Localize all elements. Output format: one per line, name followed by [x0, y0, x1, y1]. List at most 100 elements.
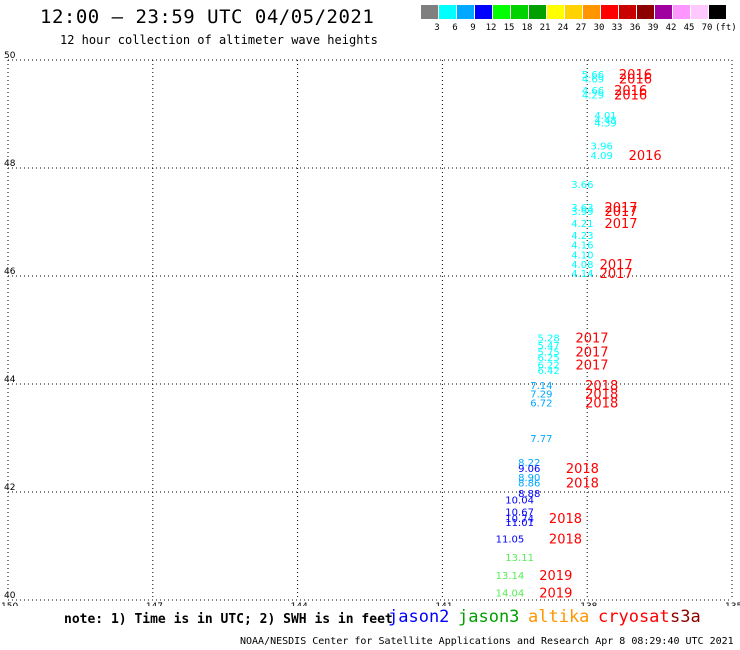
- y-tick-label: 50: [4, 51, 16, 61]
- satellite-legend-s3a: s3a: [670, 607, 701, 627]
- swh-value-label: 3.63: [571, 203, 593, 214]
- page-title: 12:00 – 23:59 UTC 04/05/2021: [40, 6, 375, 28]
- swh-value-label: 10.04: [505, 496, 534, 507]
- swh-value-label: 4.08: [571, 260, 593, 271]
- scale-tick-label: 15: [503, 23, 515, 33]
- year-label: 2017: [600, 258, 633, 273]
- swh-value-label: 4.66: [582, 86, 604, 97]
- swh-value-label: 4.21: [571, 219, 593, 230]
- satellite-legend-jason3: jason3: [458, 607, 520, 627]
- swh-value-label: 9.06: [518, 464, 540, 475]
- year-label: 2017: [575, 359, 608, 374]
- scale-swatch: [457, 5, 474, 19]
- y-tick-label: 42: [4, 483, 15, 493]
- swh-value-label: 4.14: [571, 269, 593, 280]
- year-label: 2019: [539, 569, 572, 584]
- year-label: 2017: [604, 201, 637, 216]
- scale-swatch: [493, 5, 510, 19]
- scale-swatch: [673, 5, 690, 19]
- scale-swatch: [583, 5, 600, 19]
- scale-tick-label: 6: [452, 23, 458, 33]
- swh-value-label: 4.09: [591, 151, 613, 162]
- swh-value-label: 5.66: [582, 70, 604, 81]
- map-grid: [7, 59, 733, 601]
- y-tick-label: 46: [4, 267, 16, 277]
- scale-tick-label: 45: [683, 23, 695, 33]
- scale-swatch: [421, 5, 438, 19]
- scale-swatch: [691, 5, 708, 19]
- swh-value-label: 7.29: [530, 390, 552, 401]
- swh-value-label: 4.01: [594, 111, 616, 122]
- swh-value-label: 4.16: [571, 241, 593, 252]
- year-label: 2017: [600, 267, 633, 282]
- page-subtitle: 12 hour collection of altimeter wave hei…: [60, 33, 378, 47]
- scale-swatch: [619, 5, 636, 19]
- scale-tick-label: 18: [521, 23, 533, 33]
- satellite-legend-altika: altika: [528, 607, 590, 627]
- footer-credit: NOAA/NESDIS Center for Satellite Applica…: [240, 636, 734, 647]
- year-label: 2018: [549, 532, 582, 547]
- swh-value-label: 4.29: [582, 91, 604, 102]
- swh-value-label: 10.67: [505, 507, 534, 518]
- swh-value-label: 8.90: [518, 473, 540, 484]
- year-label: 2018: [566, 462, 599, 477]
- year-label: 2018: [585, 379, 618, 394]
- satellite-legend-cryosat: cryosat: [598, 607, 670, 627]
- swh-value-label: 4.48: [594, 115, 616, 126]
- x-tick-label: -138: [577, 602, 598, 606]
- scale-tick-label: 21: [539, 23, 551, 33]
- observation-layer: 5.664.694.664.29 4.014.484.39 3.964.09 3.66…: [496, 70, 617, 599]
- scale-swatch: [475, 5, 492, 19]
- year-label: 2016: [619, 72, 652, 87]
- scale-swatch: [439, 5, 456, 19]
- year-label: 2016: [619, 68, 652, 83]
- scale-swatch: [655, 5, 672, 19]
- swh-value-label: 11.01: [505, 518, 534, 529]
- scale-tick-label: 24: [557, 23, 569, 33]
- scale-tick-label: 70: [701, 23, 713, 33]
- swh-value-label: 4.69: [582, 74, 604, 85]
- y-tick-label: 48: [4, 159, 16, 169]
- swh-value-label: 4.23: [571, 231, 593, 242]
- scale-tick-label: 3: [434, 23, 440, 33]
- swh-value-label: 4.10: [571, 250, 593, 261]
- scale-swatch: [565, 5, 582, 19]
- swh-value-label: 3.66: [571, 180, 593, 191]
- year-label: 2017: [575, 332, 608, 347]
- scale-swatch: [511, 5, 528, 19]
- swh-value-label: 8.88: [518, 489, 540, 500]
- x-tick-label: -135: [722, 602, 740, 606]
- swh-value-label: 14.04: [496, 588, 525, 599]
- year-label: 2017: [604, 205, 637, 220]
- footer-note: note: 1) Time is in UTC; 2) SWH is in fe…: [64, 612, 393, 627]
- swh-value-label: 8.22: [518, 458, 540, 469]
- swh-value-label: 10.74: [505, 514, 534, 525]
- footer: note: 1) Time is in UTC; 2) SWH is in fe…: [0, 606, 740, 650]
- swh-value-label: 11.05: [496, 534, 525, 545]
- scale-swatch: [637, 5, 654, 19]
- x-tick-label: -141: [432, 602, 452, 606]
- swh-value-label: 13.11: [505, 553, 534, 564]
- scale-tick-label: 9: [470, 23, 476, 33]
- year-label: 2016: [614, 84, 647, 99]
- x-tick-label: -144: [287, 602, 308, 606]
- swh-value-label: 8.86: [518, 478, 540, 489]
- scale-tick-label: 36: [629, 23, 641, 33]
- year-label: 2018: [585, 388, 618, 403]
- scale-tick-label: 12: [485, 23, 497, 33]
- year-label-layer: 2016201620162016201620172017201720172017…: [539, 68, 661, 601]
- swh-value-label: 6.42: [537, 366, 559, 377]
- swh-value-label: 6.22: [537, 361, 559, 372]
- scale-tick-label: 27: [575, 23, 587, 33]
- year-label: 2016: [629, 149, 662, 164]
- swh-value-label: 7.14: [530, 381, 552, 392]
- swh-value-label: 6.25: [537, 353, 559, 364]
- year-label: 2017: [604, 217, 637, 232]
- swh-value-label: 3.96: [591, 141, 613, 152]
- swh-value-label: 13.14: [496, 571, 525, 582]
- year-label: 2017: [575, 346, 608, 361]
- year-label: 2018: [566, 476, 599, 491]
- swh-value-label: 4.39: [594, 119, 616, 130]
- scale-swatch: [547, 5, 564, 19]
- y-tick-label: 40: [4, 591, 16, 601]
